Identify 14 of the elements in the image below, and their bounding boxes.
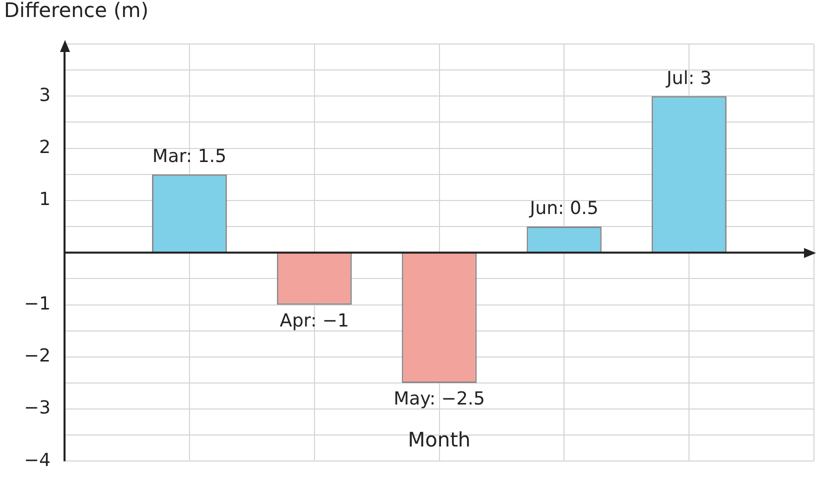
data-label: Mar: 1.5 (152, 146, 226, 168)
y-tick-label: −2 (24, 346, 51, 367)
y-tick-label: −1 (24, 293, 51, 314)
y-tick-label: 3 (39, 84, 51, 106)
y-tick-label: 2 (39, 136, 51, 158)
y-axis-title: Difference (m) (4, 0, 149, 22)
y-tick-label: −4 (24, 450, 51, 471)
data-label: Jul: 3 (666, 68, 712, 89)
data-label: Apr: −1 (280, 310, 349, 332)
data-label: May: −2.5 (394, 388, 485, 410)
y-tick-label: −3 (24, 398, 51, 419)
x-axis-title: Month (408, 427, 471, 452)
y-tick-label: 1 (39, 189, 51, 210)
data-label: Jun: 0.5 (528, 198, 598, 220)
